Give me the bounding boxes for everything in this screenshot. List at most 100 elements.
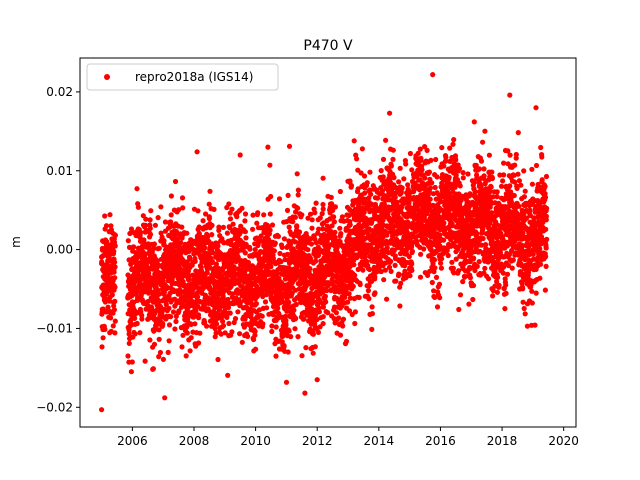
data-point <box>275 305 281 311</box>
data-point <box>438 265 444 271</box>
data-point <box>490 293 496 299</box>
data-point <box>160 356 166 362</box>
data-point <box>450 141 456 147</box>
data-point <box>187 256 193 262</box>
data-point <box>315 329 321 335</box>
data-point <box>261 212 267 218</box>
data-point <box>213 321 220 327</box>
data-point <box>291 307 297 313</box>
data-point <box>439 256 445 262</box>
data-point <box>168 314 174 320</box>
data-point <box>284 207 291 213</box>
data-point <box>286 328 292 334</box>
data-point <box>320 314 326 320</box>
data-point <box>210 250 216 256</box>
data-point <box>166 338 172 344</box>
data-point <box>366 296 372 302</box>
data-point <box>504 271 511 277</box>
data-point <box>494 189 500 195</box>
data-point <box>209 258 215 265</box>
data-point <box>293 301 299 308</box>
data-point <box>273 324 279 330</box>
data-point <box>280 333 286 339</box>
data-point <box>290 219 296 225</box>
data-point <box>271 248 277 254</box>
data-point <box>299 353 305 359</box>
data-point <box>427 196 433 202</box>
data-point <box>451 137 457 143</box>
data-point <box>283 317 289 324</box>
data-point <box>369 311 375 317</box>
data-point <box>231 264 237 270</box>
data-point <box>157 349 163 356</box>
data-point <box>405 182 411 188</box>
data-point <box>356 294 362 301</box>
data-point <box>237 331 243 337</box>
data-point <box>105 304 111 310</box>
data-point <box>111 307 117 313</box>
data-point <box>270 255 276 261</box>
data-point <box>286 224 292 230</box>
data-point <box>285 192 291 198</box>
data-point <box>172 326 178 332</box>
data-point <box>235 309 241 315</box>
data-point <box>111 303 117 309</box>
data-point <box>409 167 415 173</box>
data-point <box>209 222 215 228</box>
data-point <box>429 279 435 286</box>
data-point <box>419 167 425 173</box>
data-point <box>198 268 205 274</box>
data-point <box>242 211 249 217</box>
data-point <box>142 251 148 257</box>
data-point <box>135 204 141 210</box>
data-point <box>238 223 244 229</box>
data-point <box>200 218 206 224</box>
data-point <box>274 271 280 277</box>
data-point <box>512 162 518 168</box>
data-point <box>532 322 538 328</box>
data-point <box>320 175 326 181</box>
data-point <box>449 259 455 265</box>
data-point <box>147 231 154 237</box>
data-point <box>211 206 217 212</box>
data-point <box>397 165 403 171</box>
data-point <box>242 250 248 256</box>
data-point <box>186 277 192 283</box>
data-point <box>503 282 509 288</box>
data-point <box>480 235 486 242</box>
data-point <box>480 139 486 145</box>
data-point <box>268 193 274 200</box>
data-point <box>434 174 440 180</box>
data-point <box>112 330 118 336</box>
data-point <box>307 266 313 272</box>
data-point <box>351 262 357 268</box>
data-point <box>276 196 283 202</box>
data-point <box>507 183 513 189</box>
data-point <box>281 236 287 242</box>
data-point <box>441 220 447 226</box>
data-point <box>226 320 232 327</box>
data-point <box>174 236 181 242</box>
data-point <box>156 327 162 333</box>
data-point <box>247 246 253 252</box>
data-point <box>129 359 135 365</box>
data-point <box>155 215 161 221</box>
data-point <box>227 310 233 316</box>
data-point <box>162 219 168 225</box>
data-point <box>234 214 240 220</box>
data-point <box>331 214 337 220</box>
data-point <box>496 282 502 288</box>
data-point <box>288 334 294 340</box>
data-point <box>100 335 106 341</box>
data-point <box>510 257 516 263</box>
data-point <box>432 265 438 271</box>
data-point <box>433 156 439 163</box>
data-point <box>422 175 428 181</box>
data-point <box>232 316 239 322</box>
data-point <box>398 280 404 286</box>
data-point <box>112 264 118 270</box>
data-point <box>323 299 329 305</box>
data-point <box>275 233 281 239</box>
data-point <box>388 163 394 169</box>
data-point <box>521 168 527 174</box>
